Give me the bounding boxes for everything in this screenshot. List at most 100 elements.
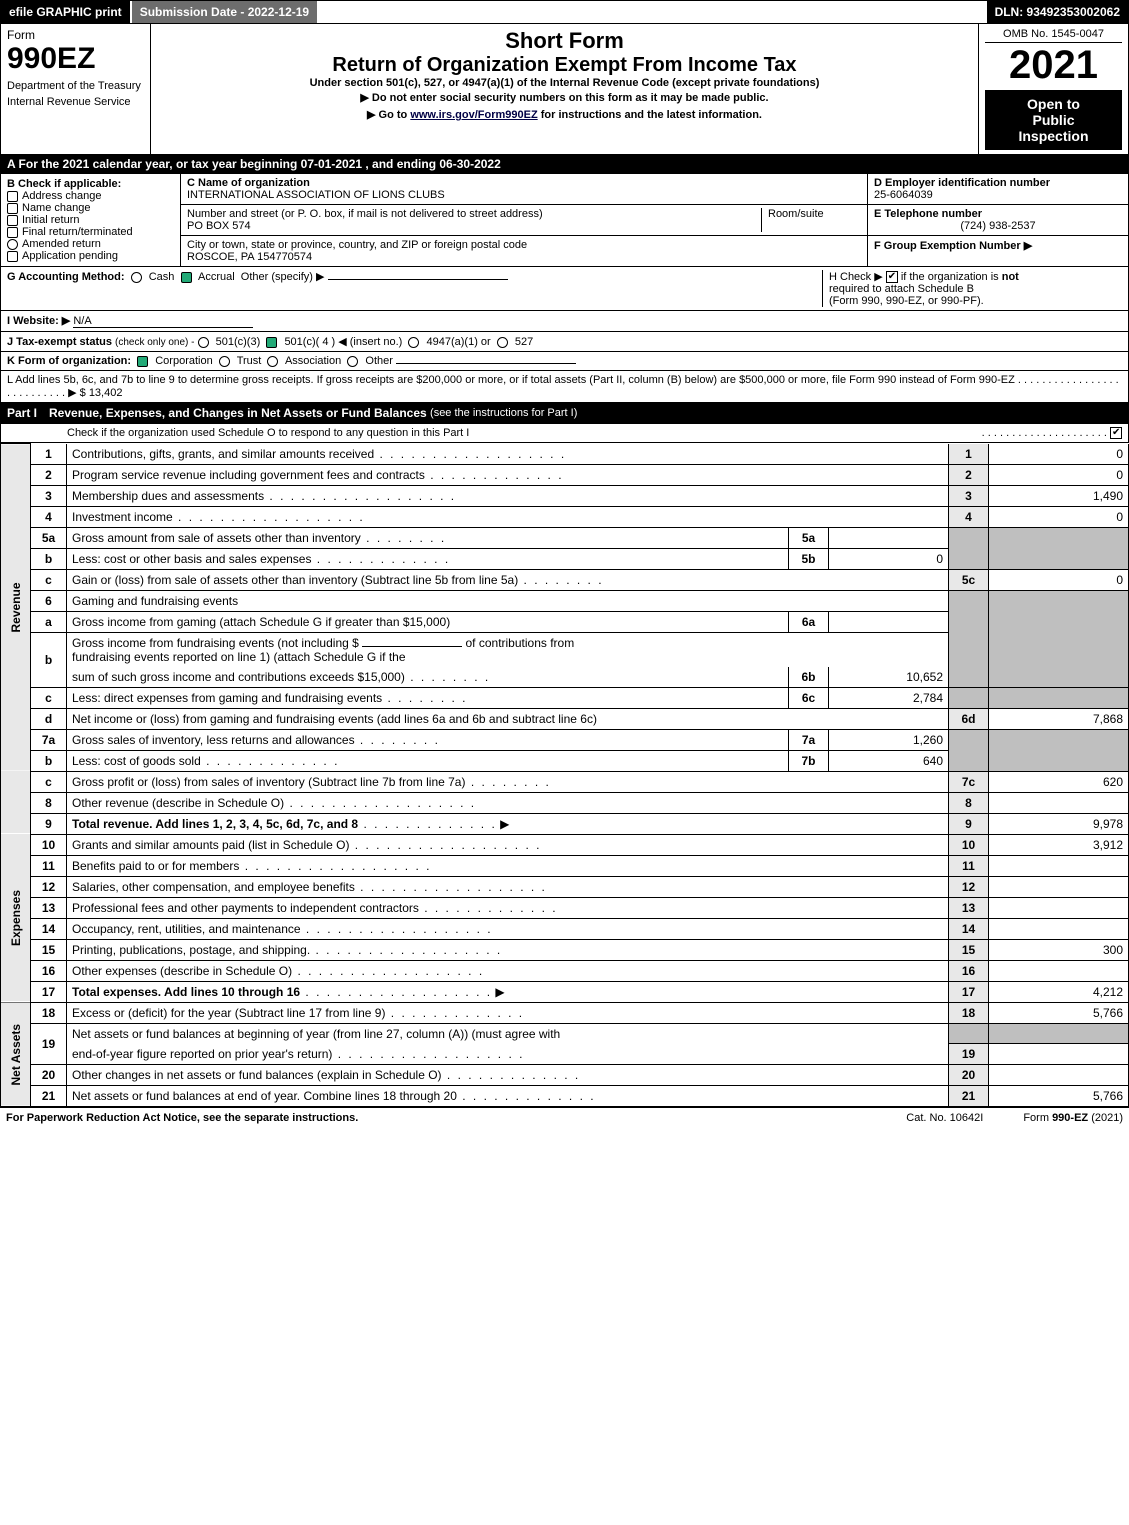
cb-527[interactable] — [497, 337, 508, 348]
val-5c: 0 — [989, 569, 1129, 590]
ln-1: 1 — [31, 444, 67, 465]
desc-5a: Gross amount from sale of assets other t… — [72, 531, 446, 545]
desc-6b-3: sum of such gross income and contributio… — [72, 670, 490, 684]
org-info-block: B Check if applicable: Address change Na… — [0, 174, 1129, 267]
subval-5b: 0 — [829, 548, 949, 569]
subval-7a: 1,260 — [829, 729, 949, 750]
val-3: 1,490 — [989, 485, 1129, 506]
val-11 — [989, 855, 1129, 876]
subval-6b: 10,652 — [829, 667, 949, 688]
cb-part-i-schedule-o[interactable] — [1110, 427, 1122, 439]
sub-5b: 5b — [789, 548, 829, 569]
form-number: 990EZ — [7, 42, 144, 76]
efile-print-label[interactable]: efile GRAPHIC print — [1, 1, 130, 23]
ln-19: 19 — [31, 1023, 67, 1065]
k-label: K Form of organization: — [7, 355, 131, 367]
cb-501c3[interactable] — [198, 337, 209, 348]
val-9: 9,978 — [989, 813, 1129, 834]
cb-other-org[interactable] — [347, 356, 358, 367]
box-8: 8 — [949, 792, 989, 813]
desc-16: Other expenses (describe in Schedule O) — [72, 964, 484, 978]
cb-4947[interactable] — [408, 337, 419, 348]
desc-6b-2: fundraising events reported on line 1) (… — [72, 650, 406, 664]
form-label: Form — [7, 28, 144, 42]
under-section-text: Under section 501(c), 527, or 4947(a)(1)… — [157, 77, 972, 89]
box-12: 12 — [949, 876, 989, 897]
goto-pre: ▶ Go to — [367, 109, 410, 121]
desc-11: Benefits paid to or for members — [72, 859, 431, 873]
desc-3: Membership dues and assessments — [72, 489, 456, 503]
subval-5a — [829, 527, 949, 548]
phone-value: (724) 938-2537 — [874, 220, 1122, 232]
desc-10: Grants and similar amounts paid (list in… — [72, 838, 541, 852]
other-org-input[interactable] — [396, 363, 576, 364]
footer-catno: Cat. No. 10642I — [866, 1112, 1023, 1124]
lbl-corp: Corporation — [155, 355, 212, 367]
lbl-527: 527 — [515, 336, 533, 348]
cb-app-pending[interactable] — [7, 251, 18, 262]
lbl-trust: Trust — [237, 355, 262, 367]
ln-2: 2 — [31, 464, 67, 485]
lbl-501c: 501(c)( 4 ) ◀ (insert no.) — [284, 336, 402, 348]
desc-18: Excess or (deficit) for the year (Subtra… — [72, 1006, 385, 1020]
desc-6b-mid: of contributions from — [466, 636, 575, 650]
omb-number: OMB No. 1545-0047 — [985, 28, 1122, 43]
box-17: 17 — [949, 981, 989, 1002]
h-line2: required to attach Schedule B — [829, 283, 974, 295]
box-21: 21 — [949, 1086, 989, 1107]
lbl-other-specify: Other (specify) ▶ — [241, 271, 325, 283]
cb-initial-return[interactable] — [7, 215, 18, 226]
box-5c: 5c — [949, 569, 989, 590]
cb-amended[interactable] — [7, 239, 18, 250]
dept-irs: Internal Revenue Service — [7, 92, 144, 108]
cb-501c[interactable] — [266, 337, 277, 348]
val-13 — [989, 897, 1129, 918]
desc-5c: Gain or (loss) from sale of assets other… — [72, 573, 604, 587]
desc-19-2: end-of-year figure reported on prior yea… — [72, 1047, 524, 1061]
submission-date-label: Submission Date - 2022-12-19 — [130, 1, 319, 23]
ln-7b: b — [31, 750, 67, 771]
desc-1: Contributions, gifts, grants, and simila… — [72, 447, 566, 461]
l-text: L Add lines 5b, 6c, and 7b to line 9 to … — [7, 374, 1015, 386]
cb-trust[interactable] — [219, 356, 230, 367]
desc-14: Occupancy, rent, utilities, and maintena… — [72, 922, 493, 936]
desc-9: Total revenue. Add lines 1, 2, 3, 4, 5c,… — [72, 817, 358, 831]
ln-10: 10 — [31, 834, 67, 855]
cb-assoc[interactable] — [267, 356, 278, 367]
j-label: J Tax-exempt status — [7, 336, 112, 348]
return-title: Return of Organization Exempt From Incom… — [157, 54, 972, 77]
cb-final-return[interactable] — [7, 227, 18, 238]
irs-link[interactable]: www.irs.gov/Form990EZ — [410, 109, 537, 121]
footer-form-num: 990-EZ — [1052, 1112, 1088, 1124]
desc-6: Gaming and fundraising events — [67, 590, 949, 611]
page-footer: For Paperwork Reduction Act Notice, see … — [0, 1107, 1129, 1128]
cb-corp[interactable] — [137, 356, 148, 367]
cb-name-change[interactable] — [7, 203, 18, 214]
dln-label: DLN: 93492353002062 — [987, 1, 1128, 23]
lbl-other-org: Other — [365, 355, 393, 367]
desc-2: Program service revenue including govern… — [72, 468, 564, 482]
greyval-7 — [989, 729, 1129, 771]
cb-address-change[interactable] — [7, 191, 18, 202]
ssn-warning: ▶ Do not enter social security numbers o… — [157, 89, 972, 106]
ln-5b: b — [31, 548, 67, 569]
ln-4: 4 — [31, 506, 67, 527]
val-4: 0 — [989, 506, 1129, 527]
sub-7a: 7a — [789, 729, 829, 750]
lbl-initial-return: Initial return — [22, 214, 79, 226]
cb-accrual[interactable] — [181, 272, 192, 283]
desc-6b-pre: Gross income from fundraising events (no… — [72, 636, 359, 650]
input-6b-contrib[interactable] — [362, 646, 462, 647]
cb-h[interactable] — [886, 271, 898, 283]
lbl-amended: Amended return — [22, 238, 101, 250]
desc-19: Net assets or fund balances at beginning… — [67, 1023, 949, 1044]
other-specify-input[interactable] — [328, 279, 508, 280]
c-room-label: Room/suite — [768, 208, 824, 220]
desc-13: Professional fees and other payments to … — [72, 901, 558, 915]
desc-7c: Gross profit or (loss) from sales of inv… — [72, 775, 551, 789]
val-21: 5,766 — [989, 1086, 1129, 1107]
box-9: 9 — [949, 813, 989, 834]
ln-6b: b — [31, 632, 67, 687]
cb-cash[interactable] — [131, 272, 142, 283]
box-1: 1 — [949, 444, 989, 465]
